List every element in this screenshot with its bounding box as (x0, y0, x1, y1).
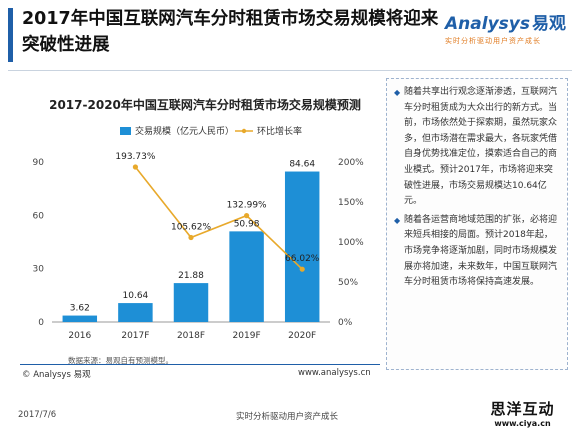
logo-tagline: 实时分析驱动用户资产成长 (445, 37, 541, 45)
page-title: 2017年中国互联网汽车分时租赁市场交易规模将迎来突破性进展 (22, 9, 439, 55)
bar (173, 283, 209, 322)
bar-value-label: 21.88 (178, 271, 204, 281)
corner-watermark-brand: 思洋互动 www.ciya.cn (470, 398, 575, 428)
y-left-tick-label: 30 (33, 265, 45, 275)
corner-brand-name: 思洋互动 (490, 400, 555, 418)
chart-axes: 0 30 60 90 0% 50% 100% 150% 200% 2016 2017F 2018F 20… (33, 158, 365, 341)
analysys-logo: Analysys 易观 实时分析驱动用户资产成长 (445, 14, 575, 58)
diamond-bullet-icon: ◆ (394, 88, 401, 97)
analysis-paragraph-text: 随着共享出行观念逐渐渗透，互联网汽车分时租赁成为大众出行的新方式。当前，市场依然… (404, 87, 558, 207)
data-source-note: 数据来源：易观自有预测模型。 (68, 356, 173, 365)
growth-rate-label: 193.73% (115, 152, 155, 162)
y-right-tick-label: 150% (338, 198, 364, 208)
analysis-text-panel: ◆ 随着共享出行观念逐渐渗透，互联网汽车分时租赁成为大众出行的新方式。当前，市场… (386, 78, 568, 370)
chart-data-labels: 3.62 10.64 21.88 50.98 84.64 193.73% 105.62% 13… (70, 152, 320, 314)
logo-initial: A (445, 14, 459, 34)
analysis-paragraph: ◆ 随着共享出行观念逐渐渗透，互联网汽车分时租赁成为大众出行的新方式。当前，市场… (394, 85, 560, 210)
y-left-tick-label: 60 (33, 211, 45, 221)
bar-value-label: 50.98 (234, 219, 260, 229)
bar (284, 171, 320, 322)
bar (62, 315, 98, 322)
x-tick-label: 2019F (233, 331, 261, 341)
analysis-paragraph: ◆ 随着各运营商地域范围的扩张，必将迎来短兵相接的局面。预计2018年起，市场竞… (394, 213, 560, 291)
legend-bar-label: 交易规模（亿元人民币） (135, 125, 234, 137)
y-right-tick-label: 100% (338, 238, 364, 248)
y-right-tick-label: 50% (338, 278, 358, 288)
y-right-tick-label: 0% (338, 318, 353, 328)
growth-rate-label: 66.02% (285, 254, 320, 264)
growth-rate-point (188, 234, 194, 241)
chart-bars (62, 171, 320, 322)
x-tick-label: 2017F (121, 331, 149, 341)
chart-bottom-divider (20, 364, 380, 365)
bar (118, 303, 153, 322)
growth-rate-point (132, 164, 138, 170)
growth-rate-label: 105.62% (171, 223, 211, 233)
x-tick-label: 2020F (288, 331, 316, 341)
bar-value-label: 3.62 (70, 304, 90, 314)
corner-brand-url: www.ciya.cn (494, 419, 551, 428)
copyright-text: © Analysys 易观 (22, 370, 91, 380)
y-left-tick-label: 90 (33, 158, 45, 168)
legend-bar-swatch (120, 127, 131, 135)
growth-rate-point (244, 213, 250, 219)
growth-rate-line (134, 166, 303, 270)
title-accent-bar (8, 8, 13, 62)
chart-growth-line (132, 164, 305, 272)
growth-rate-label: 132.99% (227, 201, 267, 211)
y-left-tick-label: 0 (38, 318, 44, 328)
footer-date: 2017/7/6 (18, 410, 57, 420)
logo-text: nalysys (458, 14, 530, 34)
growth-rate-point (299, 266, 305, 272)
legend-line-label: 环比增长率 (257, 125, 302, 137)
logo-cn: 易观 (531, 14, 566, 34)
chart-legend: 交易规模（亿元人民币） 环比增长率 (120, 125, 302, 137)
legend-line-marker (241, 128, 247, 134)
diamond-bullet-icon: ◆ (394, 215, 401, 225)
website-link[interactable]: www.analysys.cn (298, 368, 371, 378)
bar (229, 231, 264, 322)
analysis-paragraph-text: 随着各运营商地域范围的扩张，必将迎来短兵相接的局面。预计2018年起，市场竞争将… (404, 214, 558, 288)
y-right-tick-label: 200% (338, 158, 364, 168)
x-tick-label: 2016 (68, 331, 91, 341)
bar-value-label: 10.64 (123, 291, 149, 301)
chart-title: 2017-2020年中国互联网汽车分时租赁市场交易规模预测 (49, 98, 361, 112)
footer-slogan: 实时分析驱动用户资产成长 (236, 412, 339, 422)
header-divider (8, 70, 572, 71)
bar-value-label: 84.64 (289, 160, 315, 170)
x-tick-label: 2018F (177, 331, 205, 341)
